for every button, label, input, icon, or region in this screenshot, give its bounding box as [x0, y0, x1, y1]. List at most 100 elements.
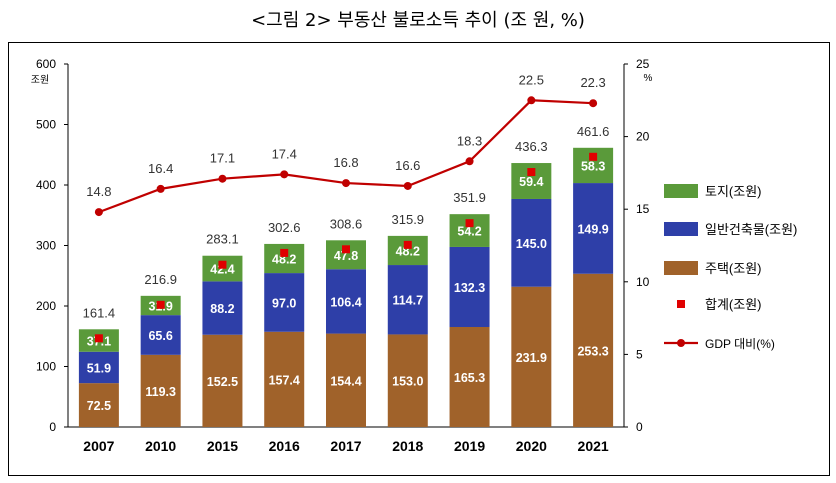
gdp-ratio-point [589, 99, 598, 108]
total-value-label: 351.9 [453, 190, 486, 205]
bar-value-label: 114.7 [392, 294, 423, 308]
total-value-label: 308.6 [330, 216, 363, 231]
total-marker [156, 300, 165, 309]
bar-segment [387, 334, 428, 427]
bar-segment [264, 331, 305, 427]
bar-value-label: 153.0 [392, 375, 423, 389]
gdp-ratio-label: 17.4 [272, 146, 297, 161]
bar-segment [78, 351, 119, 384]
legend-label-building: 일반건축물(조원) [705, 222, 797, 237]
bar-segment [326, 333, 366, 427]
right-tick-label: 10 [636, 275, 650, 289]
bar-value-label: 88.2 [210, 302, 234, 316]
total-marker [342, 245, 350, 254]
bar-value-label: 154.4 [330, 374, 361, 388]
gdp-ratio-point [156, 184, 165, 193]
bar-segment [387, 265, 428, 335]
total-value-label: 283.1 [206, 232, 239, 247]
gdp-ratio-label: 16.6 [395, 158, 420, 173]
bar-segment [573, 183, 614, 274]
bar-value-label: 42.4 [210, 263, 234, 277]
right-tick-label: 15 [636, 202, 650, 216]
total-value-label: 461.6 [577, 124, 610, 139]
bar-value-label: 97.0 [272, 296, 296, 310]
gdp-ratio-point [280, 170, 289, 179]
total-marker [280, 248, 289, 257]
legend-swatch-total [677, 300, 685, 308]
bar-segment [140, 315, 181, 355]
gdp-ratio-point [342, 179, 350, 188]
gdp-ratio-label: 16.8 [333, 155, 358, 170]
gdp-ratio-label: 22.5 [519, 72, 544, 87]
legend-label-housing: 주택(조원) [705, 261, 762, 276]
gdp-ratio-label: 16.4 [148, 161, 173, 176]
bar-value-label: 149.9 [577, 222, 608, 236]
bar-value-label: 106.4 [330, 295, 361, 309]
legend-label-gdp: GDP 대비(%) [705, 337, 775, 351]
bar-segment [449, 326, 490, 427]
gdp-ratio-point [465, 157, 474, 166]
left-axis-unit: 조원 [31, 74, 49, 86]
bar-segment [326, 240, 366, 270]
bar-value-label: 48.2 [396, 244, 420, 258]
total-marker [465, 219, 474, 228]
total-marker [527, 168, 536, 177]
bar-value-label: 65.6 [148, 329, 172, 343]
bar-segment [264, 243, 305, 274]
legend-label-total: 합계(조원) [705, 297, 762, 312]
total-value-label: 302.6 [268, 220, 301, 235]
bar-value-label: 54.2 [457, 225, 481, 239]
bar-segment [449, 246, 490, 327]
bar-segment [202, 334, 243, 427]
bar-value-label: 72.5 [87, 399, 111, 413]
x-tick-label: 2016 [269, 438, 300, 454]
legend-swatch-land [664, 184, 698, 198]
x-tick-label: 2015 [207, 438, 238, 454]
chart-frame [8, 42, 830, 476]
x-tick-label: 2018 [392, 438, 423, 454]
bar-segment [202, 281, 243, 335]
bar-value-label: 152.5 [207, 375, 238, 389]
total-value-label: 161.4 [83, 305, 116, 320]
bar-value-label: 253.3 [577, 344, 608, 358]
total-marker [589, 152, 598, 161]
bar-segment [264, 273, 305, 332]
gdp-ratio-point [94, 208, 103, 217]
legend-swatch-housing [664, 261, 698, 275]
gdp-ratio-label: 18.3 [457, 133, 482, 148]
left-tick-label: 0 [49, 420, 56, 434]
x-tick-label: 2019 [454, 438, 485, 454]
bar-value-label: 51.9 [87, 361, 111, 375]
x-tick-label: 2017 [330, 438, 361, 454]
bar-value-label: 231.9 [516, 351, 547, 365]
right-tick-label: 25 [636, 57, 650, 71]
bar-value-label: 157.4 [269, 373, 300, 387]
left-tick-label: 500 [36, 118, 56, 132]
bar-value-label: 48.2 [272, 253, 296, 267]
left-tick-label: 400 [36, 178, 56, 192]
gdp-ratio-label: 22.3 [580, 75, 605, 90]
left-tick-label: 300 [36, 239, 56, 253]
bar-value-label: 145.0 [516, 237, 547, 251]
x-tick-label: 2021 [578, 438, 609, 454]
total-marker [403, 240, 412, 249]
total-value-label: 436.3 [515, 139, 548, 154]
right-tick-label: 5 [636, 347, 643, 361]
chart-title: <그림 2> 부동산 불로소득 추이 (조 원, %) [251, 10, 585, 31]
bar-value-label: 132.3 [454, 281, 485, 295]
bar-segment [511, 286, 552, 427]
total-marker [94, 334, 103, 343]
gdp-ratio-point [403, 181, 412, 190]
bar-segment [78, 383, 119, 427]
bar-segment [511, 198, 552, 287]
total-marker [218, 260, 227, 269]
bar-segment [573, 273, 614, 427]
bar-value-label: 47.8 [334, 249, 358, 263]
gdp-ratio-label: 14.8 [86, 184, 111, 199]
legend-swatch-gdp-point [677, 339, 685, 347]
x-tick-label: 2007 [83, 438, 114, 454]
bar-segment [387, 235, 428, 266]
gdp-ratio-point [218, 174, 227, 183]
bar-value-label: 119.3 [145, 385, 176, 399]
